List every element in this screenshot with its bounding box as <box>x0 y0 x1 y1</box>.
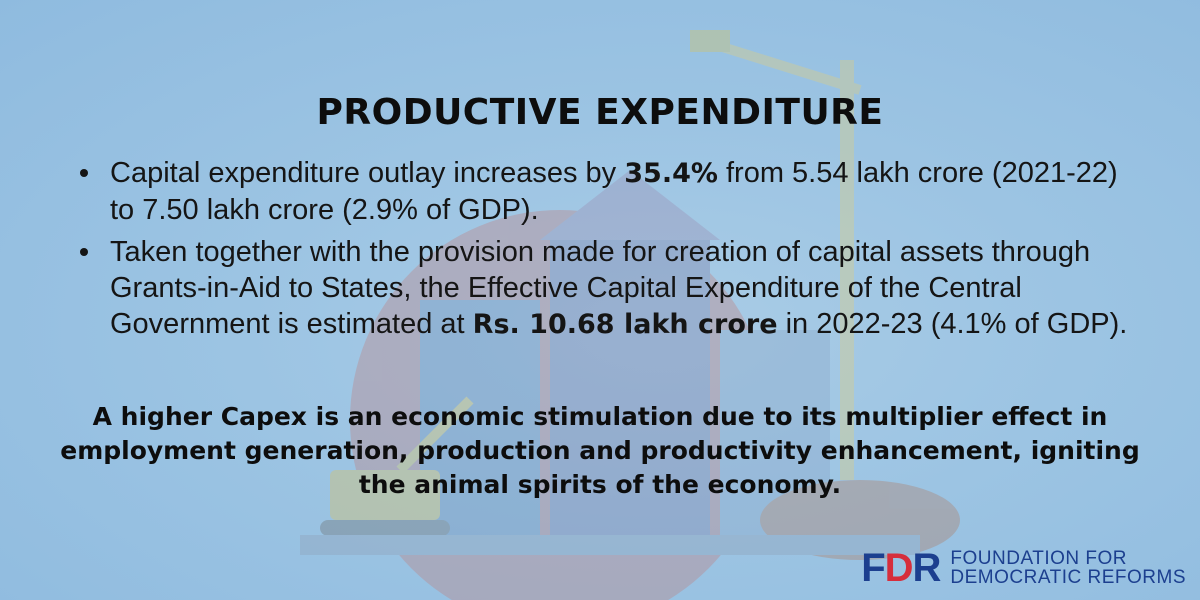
crane-jib <box>698 35 862 95</box>
bullet-dot-icon <box>80 169 88 177</box>
bullet-text-before: Capital expenditure outlay increases by <box>110 157 625 189</box>
logo-line-1: FOUNDATION FOR <box>950 548 1127 569</box>
bullet-highlight: Rs. 10.68 lakh crore <box>472 309 778 340</box>
globe-shape <box>350 210 770 600</box>
logo-letter-r: R <box>912 546 942 590</box>
building-left <box>420 300 540 540</box>
crane-cab <box>690 30 730 52</box>
bullet-highlight: 35.4% <box>624 158 718 189</box>
roof-shape <box>540 170 720 240</box>
logo-letter-f: F <box>861 546 885 590</box>
fdr-logo: FDR FOUNDATION FOR DEMOCRATIC REFORMS <box>861 548 1186 588</box>
bullet-text-before: Taken together with the provision made f… <box>110 236 1091 340</box>
page-title: PRODUCTIVE EXPENDITURE <box>316 92 884 133</box>
excavator-body <box>330 470 440 520</box>
ground-strip <box>300 535 920 555</box>
bullet-list: Capital expenditure outlay increases by … <box>76 155 1136 349</box>
bullet-text-after: in 2022-23 (4.1% of GDP). <box>777 308 1128 340</box>
logo-line-2: DEMOCRATIC REFORMS <box>950 567 1186 588</box>
crane-mast <box>840 60 854 480</box>
fdr-logo-text: FOUNDATION FOR DEMOCRATIC REFORMS <box>950 549 1186 587</box>
closing-statement: A higher Capex is an economic stimulatio… <box>60 402 1140 499</box>
building-center <box>550 240 710 540</box>
bullet-item-effective-capex: Taken together with the provision made f… <box>76 234 1136 343</box>
dirt-mound <box>760 480 960 560</box>
logo-letter-d: D <box>884 546 914 590</box>
excavator-arm <box>396 396 474 474</box>
bullet-item-capex-outlay: Capital expenditure outlay increases by … <box>76 155 1136 228</box>
bullet-dot-icon <box>80 248 88 256</box>
excavator-tracks <box>320 520 450 536</box>
building-right <box>720 330 830 540</box>
fdr-logo-mark: FDR <box>861 546 942 590</box>
bullet-text-after: from 5.54 lakh crore (2021-22) to 7.50 l… <box>110 157 1118 226</box>
